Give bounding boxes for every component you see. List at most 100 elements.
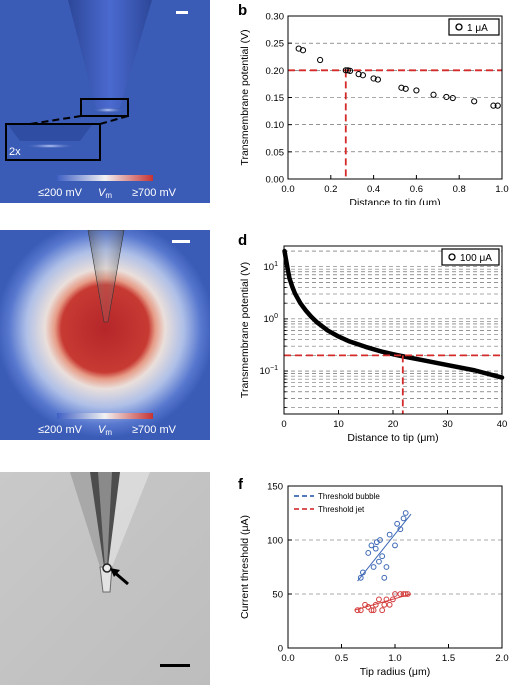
x-tick-label: 0.0 bbox=[281, 653, 294, 664]
data-point bbox=[360, 569, 366, 576]
x-tick-label: 0.2 bbox=[324, 184, 337, 195]
x-tick-label: 0.5 bbox=[335, 653, 348, 664]
data-point bbox=[357, 574, 364, 581]
data-point bbox=[370, 75, 377, 82]
pipette-tip bbox=[68, 0, 152, 108]
data-point bbox=[494, 102, 501, 109]
data-point bbox=[376, 596, 382, 603]
data-point bbox=[368, 607, 375, 614]
plot-frame bbox=[283, 245, 503, 415]
data-point bbox=[383, 596, 390, 603]
inset-label: 2x bbox=[9, 146, 21, 158]
legend-marker bbox=[455, 23, 463, 31]
y-tick-label: 101 bbox=[264, 261, 279, 273]
zoom-line bbox=[99, 115, 129, 125]
data-point bbox=[430, 91, 437, 98]
x-tick-label: 0.8 bbox=[453, 184, 466, 195]
inset-tip bbox=[8, 125, 92, 141]
x-axis-label: Distance to tip (μm) bbox=[347, 432, 438, 444]
data-point bbox=[372, 545, 379, 552]
fit-line bbox=[354, 593, 412, 611]
panel-label-b: b bbox=[238, 2, 248, 19]
y-tick-label: 100 bbox=[264, 313, 279, 325]
y-tick-label: 150 bbox=[267, 482, 283, 493]
data-point bbox=[317, 56, 324, 64]
y-axis-label: Current threshold (μA) bbox=[239, 515, 251, 619]
data-point bbox=[400, 515, 407, 522]
data-point bbox=[443, 93, 450, 101]
data-point bbox=[386, 601, 393, 608]
data-point bbox=[402, 510, 409, 516]
pipette-shadow-left bbox=[70, 472, 106, 567]
legend-label: 100 μA bbox=[460, 253, 492, 264]
chart-b: 0.00 0.05 0.10 0.15 0.20 0.25 0.30 0.0 0.2 0.4 0.6… bbox=[239, 12, 509, 206]
data-point bbox=[394, 520, 401, 527]
legend-box bbox=[448, 18, 500, 36]
colorbar-mid: Vm bbox=[98, 187, 112, 200]
x-tick-label: 1.5 bbox=[442, 653, 455, 664]
data-curve bbox=[282, 248, 505, 380]
x-axis-label: Tip radius (μm) bbox=[360, 666, 430, 678]
colorbar bbox=[57, 413, 153, 419]
data-point bbox=[342, 67, 349, 74]
data-point bbox=[386, 531, 393, 538]
plot-frame bbox=[287, 15, 503, 180]
scale-bar bbox=[176, 11, 188, 14]
x-tick-label: 0.6 bbox=[410, 184, 423, 195]
x-tick-label: 0.0 bbox=[281, 184, 294, 195]
zoom-line bbox=[29, 115, 82, 125]
data-point bbox=[346, 67, 354, 74]
colorbar-min: ≤200 mV bbox=[38, 187, 83, 199]
y-tick-label: 0.15 bbox=[266, 93, 285, 104]
fit-line bbox=[357, 513, 412, 582]
legend-box bbox=[441, 248, 500, 266]
colorbar-min: ≤200 mV bbox=[38, 424, 83, 436]
chart-f: 0 50 100 150 0.0 0.5 1.0 1.5 2.0 Threshold bubble… bbox=[239, 482, 509, 679]
scale-bar bbox=[160, 664, 190, 667]
x-tick-label: 10 bbox=[333, 419, 344, 430]
y-axis-label: Transmembrane potential (V) bbox=[239, 29, 251, 165]
data-point bbox=[370, 607, 377, 614]
data-point bbox=[359, 72, 367, 79]
y-tick-label: 0.00 bbox=[266, 175, 285, 186]
data-point bbox=[397, 526, 404, 533]
x-tick-label: 0 bbox=[281, 419, 286, 430]
pipette-shadow-right bbox=[108, 472, 150, 567]
x-tick-label: 0.4 bbox=[367, 184, 380, 195]
legend-label: Threshold jet bbox=[318, 505, 365, 514]
x-tick-label: 20 bbox=[388, 419, 399, 430]
legend-marker bbox=[448, 253, 456, 261]
chart-d: 101 100 10−1 0 10 20 30 40 100 μA Distance to tip… bbox=[239, 245, 508, 444]
y-tick-label: 0.25 bbox=[266, 39, 285, 50]
pipette-tip bbox=[87, 230, 125, 323]
data-point bbox=[490, 102, 497, 109]
y-axis-label: Transmembrane potential (V) bbox=[239, 262, 251, 398]
colorbar bbox=[57, 175, 153, 181]
data-point bbox=[379, 607, 386, 614]
zoom-box-small bbox=[80, 98, 129, 117]
y-tick-label: 100 bbox=[267, 536, 283, 547]
x-tick-label: 40 bbox=[497, 419, 508, 430]
data-point bbox=[404, 591, 411, 597]
x-tick-label: 1.0 bbox=[495, 184, 508, 195]
data-point bbox=[368, 542, 375, 549]
panel-label-f: f bbox=[238, 476, 243, 493]
x-tick-label: 30 bbox=[442, 419, 453, 430]
y-tick-label: 0 bbox=[278, 644, 283, 655]
data-point bbox=[381, 574, 388, 581]
x-tick-label: 1.0 bbox=[388, 653, 401, 664]
data-point bbox=[365, 550, 372, 556]
arrow-head bbox=[110, 568, 120, 577]
data-point bbox=[379, 553, 386, 560]
inset-hotspot bbox=[24, 143, 76, 149]
data-point bbox=[392, 591, 398, 597]
x-axis-label: Distance to tip (μm) bbox=[349, 197, 440, 205]
data-point bbox=[400, 591, 407, 597]
data-point bbox=[398, 84, 405, 91]
x-tick-label: 2.0 bbox=[495, 653, 508, 664]
panel-a-image: 2x ≤200 mV Vm ≥700 mV bbox=[0, 0, 210, 203]
data-point bbox=[299, 47, 307, 54]
colorbar-max: ≥700 mV bbox=[132, 424, 177, 436]
data-point bbox=[357, 607, 364, 614]
data-point bbox=[377, 537, 383, 543]
